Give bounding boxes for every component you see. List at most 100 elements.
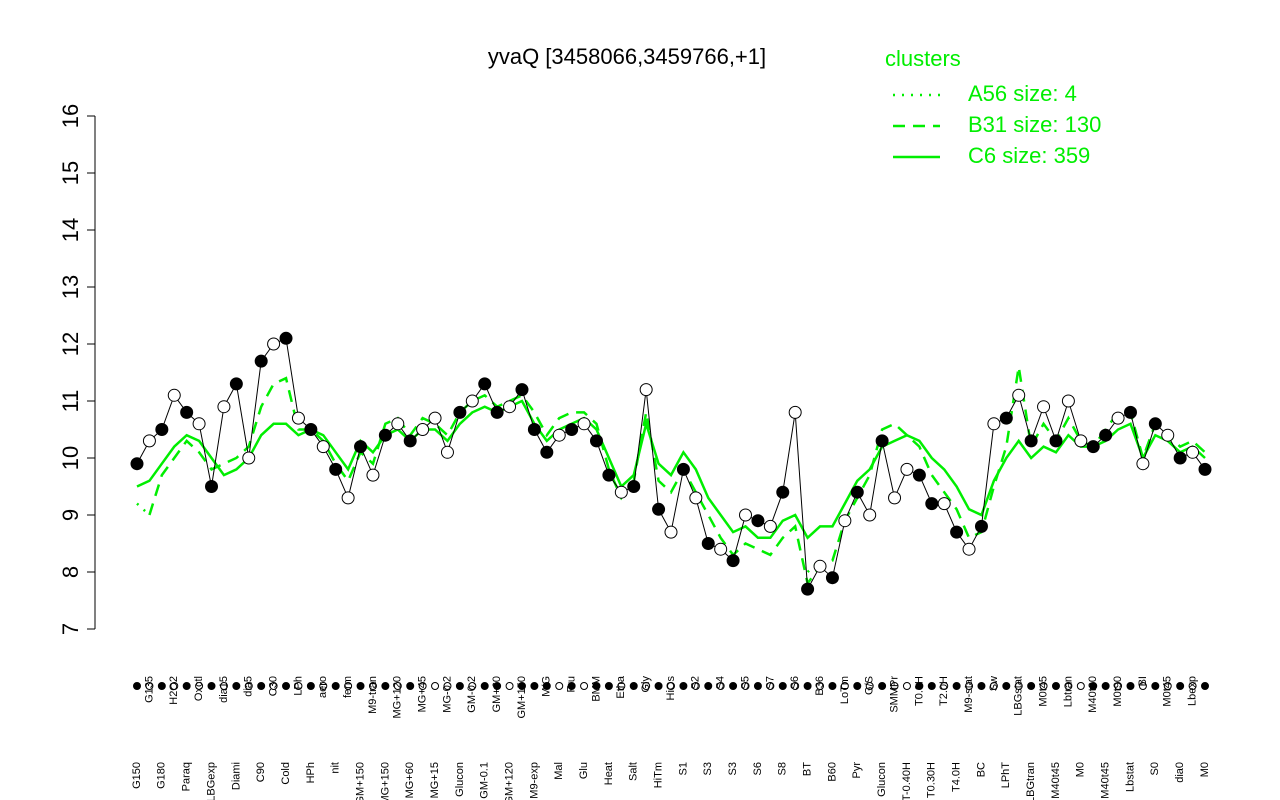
x-tick-label: M0t45 <box>1162 676 1174 707</box>
data-point <box>503 400 517 414</box>
rug-dot <box>977 682 986 690</box>
x-tick-label: MG+150 <box>379 762 391 800</box>
x-tick-label: T0.0H <box>913 676 925 706</box>
rug-dot <box>133 682 141 690</box>
rug-dot <box>604 682 613 690</box>
rug-dot <box>567 682 576 690</box>
rug-dot <box>294 682 303 690</box>
rug-dot <box>356 682 365 690</box>
rug-dot <box>282 682 291 690</box>
data-point <box>999 411 1013 425</box>
data-point <box>142 434 156 448</box>
x-tick-label: G180 <box>156 762 168 789</box>
rug-dot <box>1138 682 1147 690</box>
rug-dot <box>344 682 353 690</box>
rug-dot <box>1014 682 1023 690</box>
y-tick-label: 16 <box>58 104 83 128</box>
x-tick-label: S8 <box>777 762 789 775</box>
data-point <box>714 542 728 556</box>
rug-dot <box>455 682 464 690</box>
x-tick-label: S0 <box>1149 762 1161 775</box>
data-point <box>428 411 442 425</box>
x-tick-label: M/G <box>541 676 553 697</box>
data-point <box>1148 417 1162 431</box>
rug-dot <box>1114 682 1123 690</box>
data-point <box>577 417 591 431</box>
rug-dot <box>778 682 787 690</box>
rug-dot <box>145 682 154 690</box>
rug-dot <box>232 682 241 690</box>
x-tick-label: nit <box>330 762 342 774</box>
x-tick-label: B36 <box>814 676 826 696</box>
x-tick-label: S6 <box>752 762 764 775</box>
rug-dot <box>629 682 638 690</box>
rug-dot <box>989 682 998 690</box>
data-point <box>465 394 479 408</box>
rug-dot <box>716 682 725 690</box>
x-tick-label: H2O2 <box>168 676 180 705</box>
data-point <box>1136 457 1150 471</box>
x-tick-label: Heat <box>603 762 615 785</box>
data-point <box>1049 434 1063 448</box>
rug-dot <box>878 682 887 690</box>
data-point <box>180 405 194 419</box>
data-point <box>291 411 305 425</box>
data-point <box>403 434 417 448</box>
rug-dot <box>219 682 228 690</box>
data-point <box>378 428 392 442</box>
rug-dot <box>853 682 862 690</box>
rug-dot <box>431 682 440 690</box>
data-point <box>664 525 678 539</box>
data-point <box>217 400 231 414</box>
data-point <box>1186 445 1200 459</box>
data-point <box>689 491 703 505</box>
data-point <box>912 468 926 482</box>
x-tick-label: M9-exp <box>528 762 540 799</box>
x-tick-label: LBGtran <box>1025 762 1037 800</box>
x-tick-label: LBGstat <box>1013 676 1025 716</box>
x-tick-label: Etha <box>615 675 627 699</box>
data-point <box>900 462 914 476</box>
data-point <box>366 468 380 482</box>
data-point <box>229 377 243 391</box>
x-tick-label: MG+120 <box>392 676 404 719</box>
rug-dot <box>580 682 589 690</box>
data-point <box>304 423 318 436</box>
data-point <box>205 480 219 493</box>
data-point <box>515 383 529 397</box>
rug-dot <box>1101 682 1110 690</box>
rug-dot <box>654 682 663 690</box>
x-tick-label: T-0.40H <box>901 762 913 800</box>
data-point <box>329 462 343 476</box>
rug-dot <box>368 682 377 690</box>
rug-dot <box>555 682 564 690</box>
data-point <box>1198 462 1212 476</box>
x-tick-label: MG+60 <box>404 762 416 798</box>
data-point <box>1037 400 1051 414</box>
data-point <box>739 508 753 522</box>
x-tick-label: dia5 <box>243 676 255 697</box>
x-tick-label: BMM <box>590 676 602 702</box>
x-tick-label: C30 <box>268 676 280 696</box>
data-point <box>652 502 666 516</box>
x-tick-label: Lbtran <box>1062 676 1074 707</box>
x-tick-label: M40t45 <box>1050 762 1062 799</box>
data-point <box>540 445 554 459</box>
rug-dot <box>1076 682 1085 690</box>
data-point <box>1173 451 1187 465</box>
rug-dot <box>393 682 402 690</box>
rug-dot <box>1027 682 1036 690</box>
rug-dot <box>741 682 750 690</box>
data-point <box>1024 434 1038 448</box>
x-tick-label: S4 <box>715 676 727 689</box>
x-tick-label: SMMPr <box>888 676 900 713</box>
x-tick-label: MG+15 <box>429 762 441 798</box>
y-tick-label: 9 <box>58 509 83 521</box>
x-tick-label: G135 <box>143 676 155 703</box>
rug-dot <box>642 682 651 690</box>
data-point <box>863 508 877 522</box>
rug-dot <box>530 682 539 690</box>
x-tick-label: GM+150 <box>354 762 366 800</box>
data-point <box>838 514 852 528</box>
